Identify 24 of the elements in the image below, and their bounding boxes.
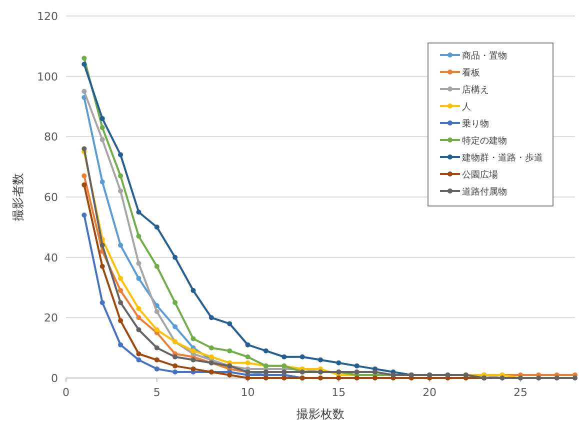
legend-label: 商品・置物: [462, 50, 507, 62]
legend-label: 人: [462, 102, 471, 112]
x-axis-title: 撮影枚数: [296, 407, 344, 421]
legend-label: 看板: [462, 68, 480, 78]
legend-label: 特定の建物: [462, 136, 507, 146]
x-tick-label: 25: [513, 386, 528, 399]
legend-label: 公園広場: [462, 170, 498, 180]
y-axis-title: 撮影者数: [11, 173, 25, 221]
x-tick-label: 20: [422, 386, 437, 399]
legend-label: 店構え: [462, 84, 489, 96]
y-tick-label: 20: [44, 312, 58, 325]
y-tick-label: 120: [37, 10, 58, 23]
x-tick-label: 5: [153, 386, 160, 399]
x-tick-label: 0: [62, 386, 70, 399]
y-tick-label: 100: [37, 70, 58, 84]
y-tick-label: 80: [44, 130, 58, 144]
y-tick-label: 40: [44, 251, 58, 264]
legend-label: 建物群・道路・歩道: [461, 152, 543, 164]
legend-label: 道路付属物: [462, 186, 507, 198]
x-tick-label: 15: [332, 386, 346, 399]
x-tick-label: 10: [240, 386, 255, 399]
y-tick-label: 60: [44, 191, 58, 204]
legend-label: 乗り物: [462, 118, 489, 130]
y-tick-label: 0: [51, 372, 58, 385]
